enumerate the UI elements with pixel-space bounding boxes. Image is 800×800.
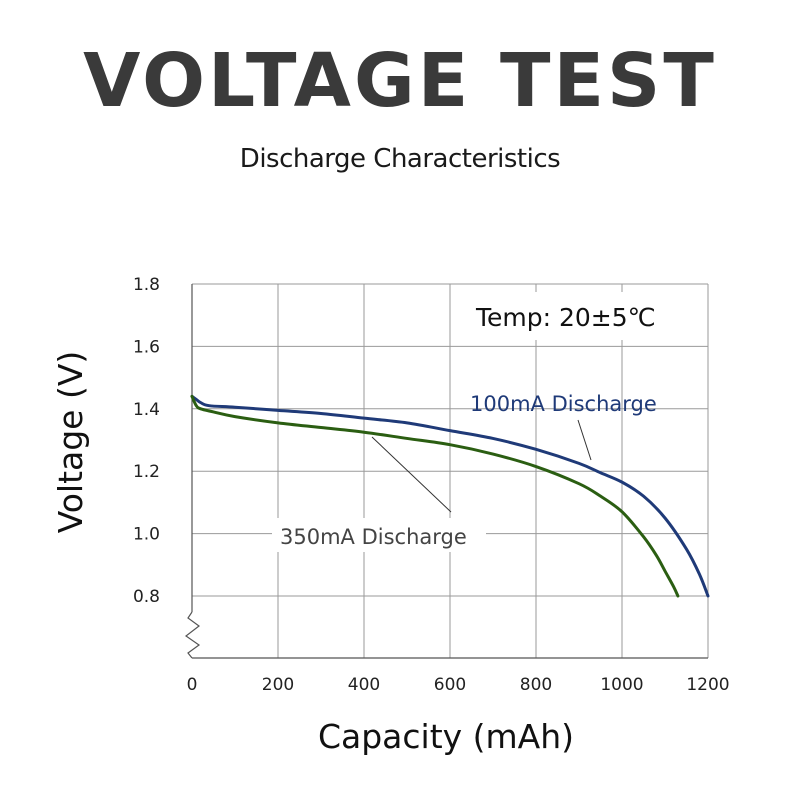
chart-series [190, 394, 710, 598]
x-tick-label: 1000 [600, 675, 643, 695]
chart-grid [192, 283, 709, 658]
series-line-350ma [190, 394, 680, 598]
y-tick-label: 0.8 [133, 587, 160, 607]
y-tick-label: 1.0 [133, 525, 160, 545]
y-tick-label: 1.8 [133, 275, 160, 295]
x-tick-label: 600 [434, 675, 466, 695]
series-label-bg-350ma [272, 518, 486, 552]
x-axis-title: Capacity (mAh) [318, 717, 574, 756]
y-tick-label: 1.4 [133, 400, 160, 420]
y-axis-title: Voltage (V) [51, 351, 90, 534]
x-tick-label: 0 [187, 675, 198, 695]
chart-frame [184, 284, 708, 659]
chart-labels: 0.8 1.0 1.2 1.4 1.6 1.8 0 200 400 600 800 1000 1200 C… [51, 275, 730, 756]
x-tick-label: 800 [520, 675, 552, 695]
x-tick-label: 200 [262, 675, 294, 695]
leader-line-350ma [371, 436, 452, 513]
axis-break-mark [184, 611, 201, 659]
y-tick-label: 1.6 [133, 337, 160, 357]
temp-annotation: Temp: 20±5℃ [475, 303, 656, 332]
y-tick-label: 1.2 [133, 462, 160, 482]
x-tick-label: 1200 [686, 675, 729, 695]
temp-label-bg [466, 292, 702, 340]
page-subtitle: Discharge Characteristics [239, 144, 561, 174]
leader-line-100ma [577, 419, 592, 461]
page-title: VOLTAGE TEST [83, 38, 717, 124]
x-tick-label: 400 [348, 675, 380, 695]
series-label-100ma: 100mA Discharge [470, 392, 657, 416]
series-label-350ma: 350mA Discharge [280, 525, 467, 549]
series-line-100ma [190, 394, 710, 598]
